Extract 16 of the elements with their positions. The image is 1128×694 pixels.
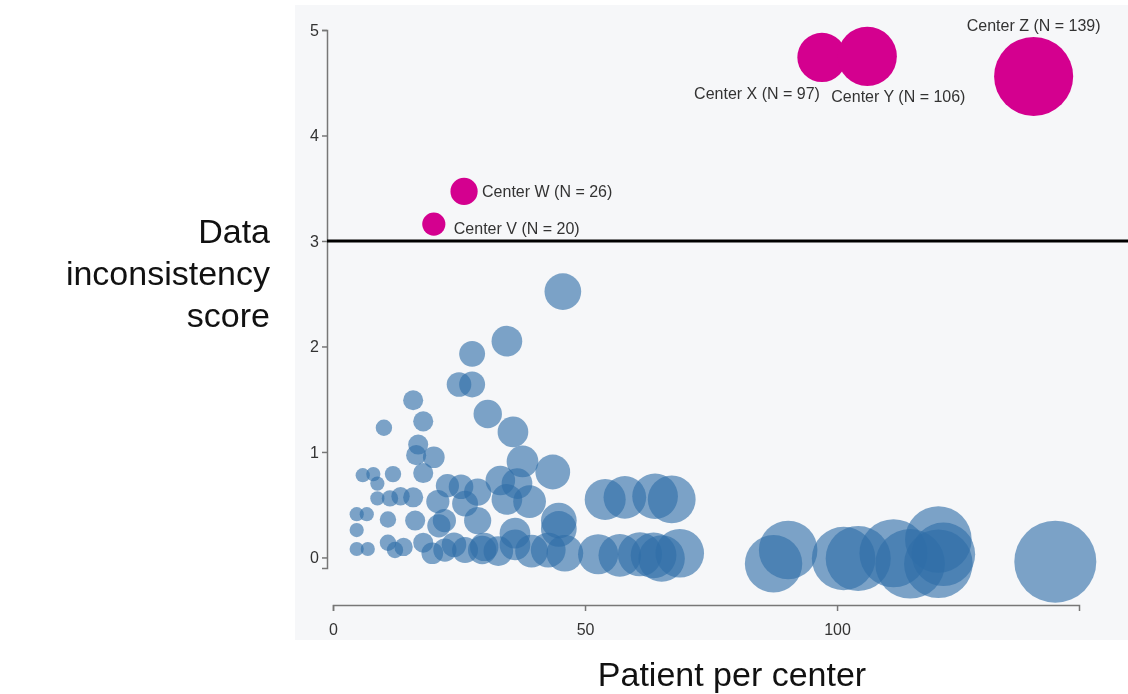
y-tick-label: 1 <box>310 443 320 461</box>
x-axis-title: Patient per center <box>597 655 867 693</box>
annotation: Center W (N = 26) <box>482 183 613 201</box>
y-tick-label: 2 <box>310 338 320 356</box>
y-tick-label: 0 <box>310 549 320 567</box>
y-tick-label: 5 <box>310 21 320 39</box>
annotation: Center Y (N = 106) <box>831 88 966 106</box>
y-tick-label: 4 <box>310 127 320 145</box>
annotation: Center V (N = 20) <box>453 220 580 238</box>
y-tick-label: 3 <box>310 232 320 250</box>
annotation: Center Z (N = 139) <box>966 17 1101 35</box>
annotation: Center X (N = 97) <box>694 85 820 103</box>
y-axis-title: Data inconsistency score <box>65 212 271 334</box>
x-tick-label: 50 <box>576 620 595 638</box>
x-tick-label: 0 <box>329 620 339 638</box>
x-tick-label: 100 <box>824 620 851 638</box>
